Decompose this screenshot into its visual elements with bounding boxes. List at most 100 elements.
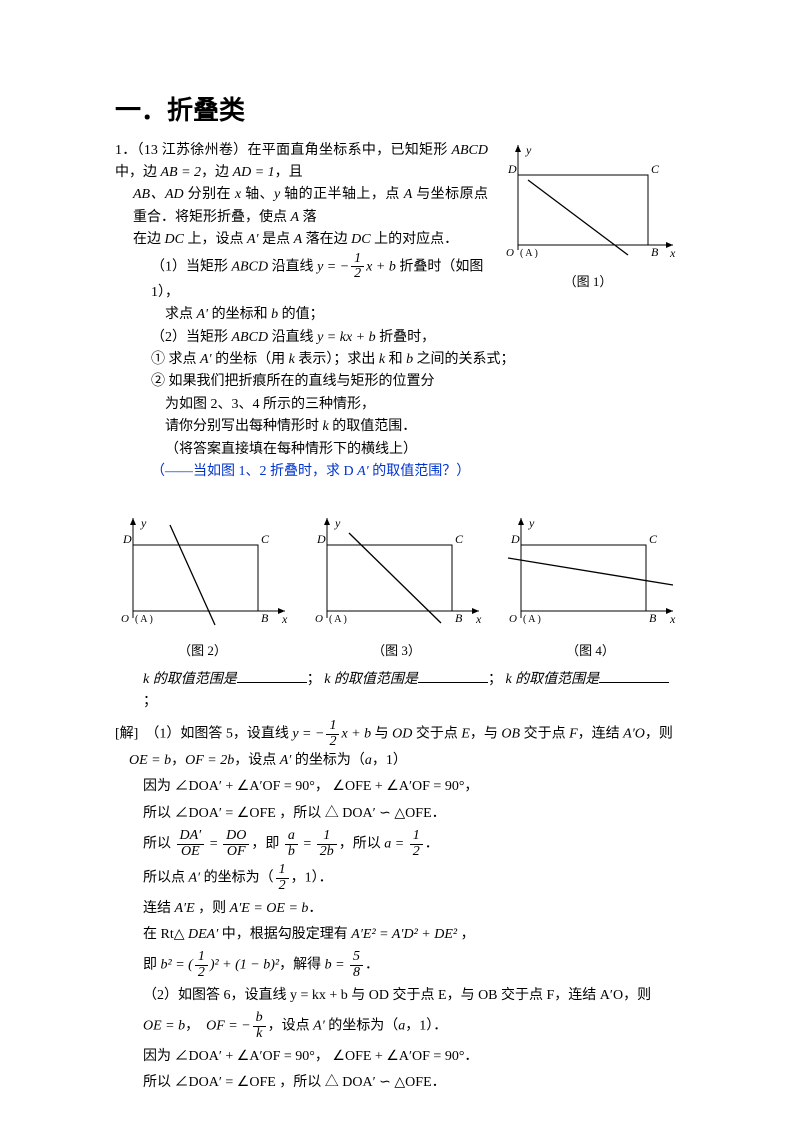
t: ，1）． — [291, 871, 333, 886]
t: A′ — [247, 232, 259, 247]
t: 的坐标为（ — [291, 753, 365, 768]
figure-1-caption: （图 1） — [498, 272, 678, 293]
t: OE = b — [129, 753, 171, 768]
svg-text:B: B — [651, 245, 659, 259]
t: ． — [308, 901, 322, 916]
sol-8: 即 b² = (12)² + (1 − b)²，解得 b = 58． — [115, 950, 678, 980]
svg-text:( A ): ( A ) — [329, 614, 347, 625]
t: 折叠时， — [376, 330, 436, 345]
t: E — [461, 727, 470, 742]
blank-label: k 的取值范围是 — [505, 672, 599, 687]
frac: 12 — [351, 252, 364, 282]
t: 连结 — [143, 901, 175, 916]
sol-4: 所以 DA′OE = DOOF，即 ab = 12b，所以 a = 12． — [115, 829, 678, 859]
q4: ② 如果我们把折痕所在的直线与矩形的位置分 — [115, 371, 678, 393]
t: 的取值范围． — [329, 419, 417, 434]
svg-text:O: O — [509, 613, 517, 625]
t: 的坐标和 — [208, 307, 271, 322]
svg-text:C: C — [455, 532, 464, 546]
t: AB = 2 — [161, 165, 202, 180]
t: y = kx + b — [317, 330, 376, 345]
svg-text:( A ): ( A ) — [523, 614, 541, 625]
svg-text:B: B — [261, 611, 269, 625]
t: 的取值范围？） — [369, 464, 471, 479]
t: 即 — [143, 958, 161, 973]
t: )² + (1 − b)² — [210, 958, 279, 973]
frac: 12 — [195, 950, 208, 980]
t: 表示）；求出 — [295, 352, 379, 367]
frac: ab — [285, 829, 298, 859]
figure-4: y D C B x O ( A ) （图 4） — [503, 513, 678, 661]
q1-cont: 求点 A′ 的坐标和 b 的值； — [115, 304, 678, 326]
t: 分别在 — [184, 187, 235, 202]
q2: （2）当矩形 ABCD 沿直线 y = kx + b 折叠时， — [115, 327, 678, 349]
frac: 12 — [276, 863, 289, 893]
t: OF = − — [206, 1019, 251, 1034]
frac: bk — [253, 1011, 266, 1041]
t: 交于点 — [412, 727, 461, 742]
t: 在 Rt△ — [143, 927, 188, 942]
q3: ① 求点 A′ 的坐标（用 k 表示）；求出 k 和 b 之间的关系式； — [115, 349, 678, 371]
sol-5: 所以点 A′ 的坐标为（12，1）． — [115, 863, 678, 893]
t: ，且 — [275, 165, 303, 180]
svg-text:O: O — [506, 247, 514, 259]
frac: 12b — [317, 829, 337, 859]
svg-text:x: x — [281, 612, 288, 626]
t: A′E = OE = b — [230, 901, 309, 916]
t: A′E — [175, 901, 195, 916]
t: A — [294, 232, 303, 247]
sol-3: 所以 ∠DOA′ = ∠OFE ，所以 △ DOA′ ∽ △OFE． — [115, 803, 678, 825]
sol-q2: （2）如图答 6，设直线 y = kx + b 与 OD 交于点 E，与 OB … — [115, 985, 678, 1007]
problem-source: 1．（13 江苏徐州卷） — [115, 143, 247, 158]
t: ，即 — [251, 836, 283, 851]
t: A′ — [189, 871, 201, 886]
t: DC — [351, 232, 370, 247]
figure-2: y D C B x O ( A ) （图 2） — [115, 513, 290, 661]
t: （2）当矩形 — [151, 330, 232, 345]
t: OE = b — [143, 1019, 185, 1034]
frac: DOOF — [223, 829, 249, 859]
t: 的坐标为（ — [200, 871, 274, 886]
t: 交于点 — [520, 727, 569, 742]
t: ，与 — [470, 727, 502, 742]
t: ，连结 — [578, 727, 624, 742]
t: ，则 — [645, 727, 673, 742]
blue-note: （——当如图 1、2 折叠时，求 D A′ 的取值范围？） — [115, 461, 678, 483]
t: ，设点 — [234, 753, 280, 768]
svg-text:B: B — [455, 611, 463, 625]
t: 轴的正半轴上，点 — [280, 187, 404, 202]
sol-1: OE = b，OF = 2b，设点 A′ 的坐标为（a，1） — [115, 750, 678, 772]
q5: 为如图 2、3、4 所示的三种情形， — [115, 394, 678, 416]
t: AB、AD — [133, 187, 184, 202]
t: a — [365, 753, 372, 768]
svg-text:C: C — [651, 162, 660, 176]
t: 之间的关系式； — [413, 352, 515, 367]
svg-text:D: D — [316, 532, 326, 546]
sol-11: 所以 ∠DOA′ = ∠OFE ，所以 △ DOA′ ∽ △OFE． — [115, 1072, 678, 1094]
figure-row: y D C B x O ( A ) （图 2） y D C B x O ( A … — [115, 513, 678, 661]
svg-text:( A ): ( A ) — [520, 248, 538, 259]
blank-3[interactable] — [599, 668, 669, 683]
t: 中，根据勾股定理有 — [218, 927, 351, 942]
svg-text:x: x — [669, 612, 676, 626]
t: 所以点 — [143, 871, 189, 886]
frac: 12 — [410, 829, 423, 859]
t: A′O — [623, 727, 645, 742]
svg-text:D: D — [510, 532, 520, 546]
figure-1-svg: y D C B x O ( A ) — [498, 140, 678, 260]
t: 所以 — [143, 836, 175, 851]
frac: 12 — [326, 719, 339, 749]
t: AD = 1 — [233, 165, 275, 180]
q6: 请你分别写出每种情形时 k 的取值范围． — [115, 416, 678, 438]
blank-label: k 的取值范围是 — [143, 672, 237, 687]
t: ， — [457, 927, 475, 942]
svg-text:C: C — [261, 532, 270, 546]
blank-1[interactable] — [237, 668, 307, 683]
blank-2[interactable] — [418, 668, 488, 683]
sol-9: OE = b， OF = −bk，设点 A′ 的坐标为（a，1）． — [115, 1011, 678, 1041]
t: 沿直线 — [268, 330, 317, 345]
t: A′ — [280, 753, 292, 768]
svg-text:O: O — [121, 613, 129, 625]
figure-1: y D C B x O ( A ) （图 1） — [498, 140, 678, 293]
sol-6: 连结 A′E ，则 A′E = OE = b． — [115, 898, 678, 920]
